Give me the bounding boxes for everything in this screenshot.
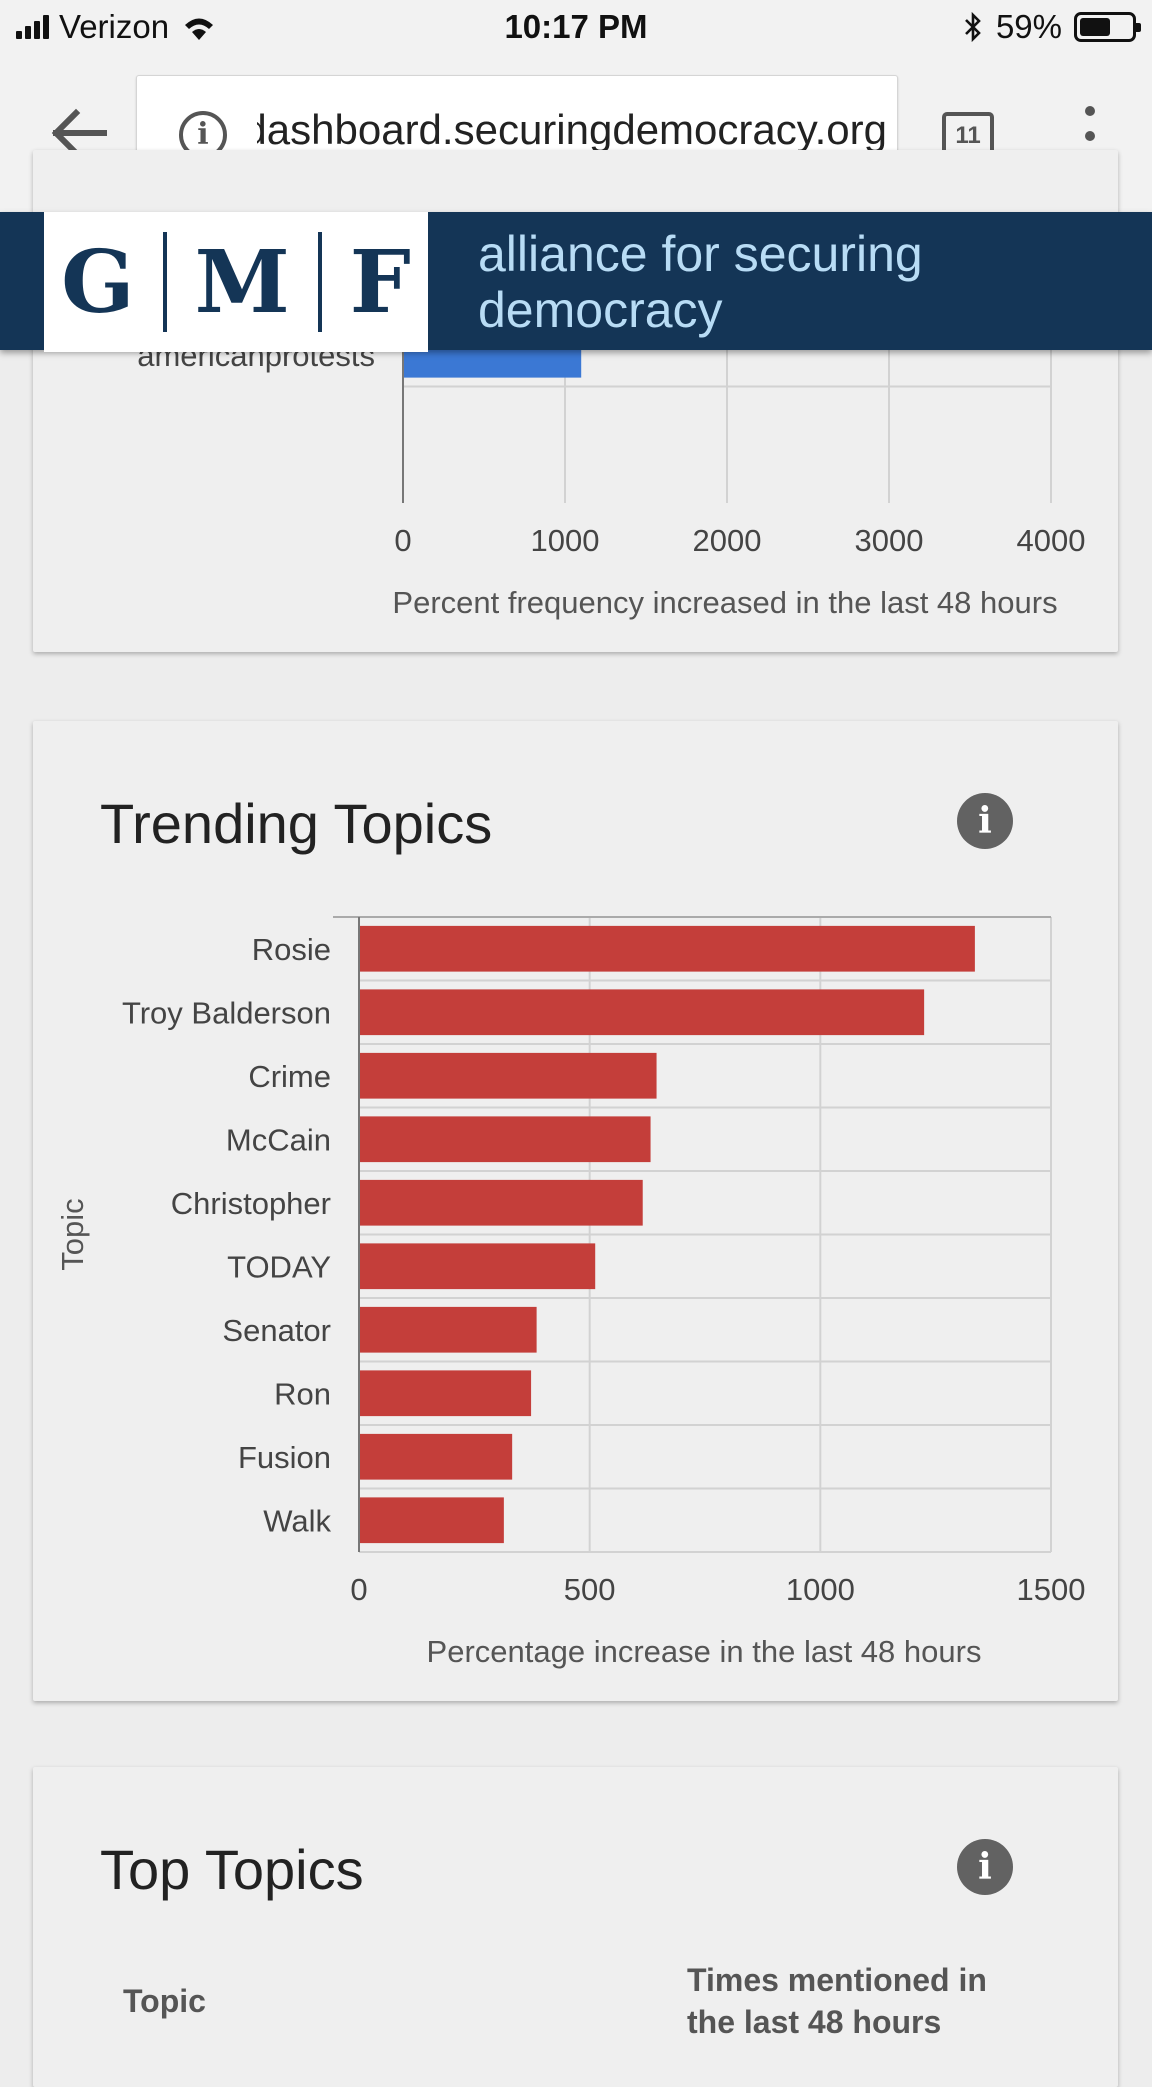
logo-letter-f: F [349, 231, 411, 333]
x-tick-label: 0 [350, 1572, 367, 1607]
trending-topics-chart: 0 500 1000 1500 Rosie Troy Balderson Crime McCa… [55, 916, 1086, 1669]
bluetooth-icon [965, 11, 981, 43]
gmf-logo[interactable]: G M F [44, 212, 428, 352]
url-text[interactable]: dashboard.securingdemocracy.org [257, 106, 887, 153]
category-label: McCain [226, 1122, 331, 1157]
x-tick-label: 2000 [693, 523, 762, 558]
clock: 10:17 PM [504, 8, 648, 45]
bar [359, 989, 925, 1036]
site-header: G M F alliance for securing democracy [0, 212, 1152, 352]
logo-divider [317, 232, 322, 332]
y-axis-label: Topic [55, 1198, 90, 1270]
trending-topics-title: Trending Topics [100, 792, 493, 855]
x-tick-label: 1000 [786, 1572, 855, 1607]
back-arrow-icon[interactable] [44, 98, 114, 168]
category-label: TODAY [227, 1249, 331, 1284]
category-label: Fusion [238, 1440, 331, 1475]
bar [359, 1179, 643, 1226]
trending-topics-card: Trending Topics i 0 500 1000 1500 Rosie Troy … [33, 721, 1118, 1701]
battery-percent: 59% [995, 8, 1062, 45]
carrier-info: Verizon [16, 8, 219, 46]
tab-count: 11 [955, 122, 981, 149]
trending-info-icon[interactable]: i [957, 793, 1013, 849]
x-axis-label: Percent frequency increased in the last … [392, 585, 1057, 620]
logo-divider [162, 232, 167, 332]
bar [359, 1306, 537, 1353]
wifi-icon [185, 18, 214, 40]
category-label: Walk [263, 1503, 331, 1538]
x-tick-label: 3000 [855, 523, 924, 558]
x-tick-label: 500 [564, 1572, 616, 1607]
bar [359, 925, 975, 972]
status-bar: Verizon 10:17 PM 59% [0, 0, 1152, 58]
x-tick-label: 1500 [1017, 1572, 1086, 1607]
table-header-topic[interactable]: Topic [123, 1983, 206, 2019]
bar [359, 1052, 657, 1099]
bar [359, 1370, 532, 1417]
tabs-icon[interactable]: 11 [942, 112, 994, 160]
bar [359, 1497, 504, 1544]
bar [359, 1116, 651, 1163]
top-topics-info-icon[interactable]: i [957, 1839, 1013, 1895]
category-label: Crime [248, 1059, 331, 1094]
category-label: Rosie [252, 932, 331, 967]
bar [359, 1243, 596, 1290]
category-label: Christopher [171, 1186, 331, 1221]
top-topics-title: Top Topics [100, 1838, 364, 1901]
top-topics-card: Top Topics i Topic Times mentioned in th… [33, 1767, 1118, 2087]
battery-icon [1074, 12, 1141, 42]
bar [359, 1433, 513, 1480]
category-label: Senator [222, 1313, 331, 1348]
signal-icon [16, 15, 49, 39]
status-right: 59% [962, 8, 1141, 46]
x-tick-label: 0 [394, 523, 411, 558]
x-tick-label: 4000 [1017, 523, 1086, 558]
category-label: Ron [274, 1376, 331, 1411]
site-title[interactable]: alliance for securing democracy [478, 226, 923, 338]
x-tick-label: 1000 [531, 523, 600, 558]
x-axis-label: Percentage increase in the last 48 hours [427, 1634, 982, 1669]
carrier-name: Verizon [59, 8, 170, 45]
category-label: Troy Balderson [122, 995, 331, 1030]
logo-letter-m: M [194, 231, 290, 333]
logo-letter-g: G [61, 231, 135, 333]
table-header-times[interactable]: Times mentioned in the last 48 hours [687, 1962, 987, 2040]
